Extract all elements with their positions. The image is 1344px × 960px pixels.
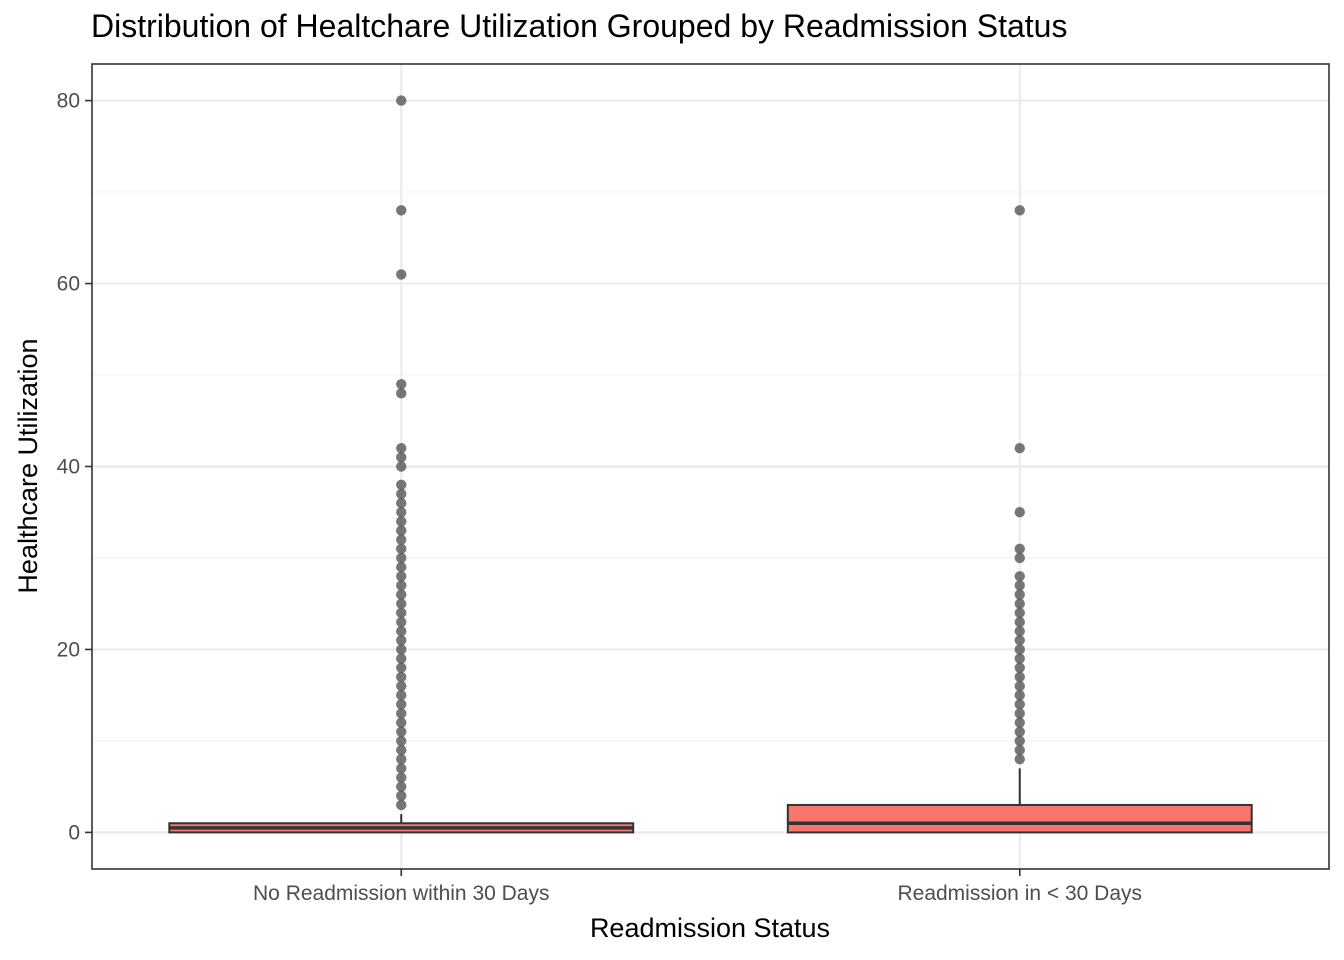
outlier-point — [396, 561, 407, 573]
grid-layer — [92, 64, 1329, 869]
y-axis-title: Healthcare Utilization — [13, 338, 43, 593]
outlier-point — [396, 571, 407, 582]
outlier-point — [396, 497, 407, 509]
y-tick-label: 40 — [57, 456, 80, 479]
outlier-point — [1014, 543, 1025, 555]
outlier-point — [396, 671, 407, 683]
outlier-point — [1014, 726, 1025, 737]
outlier-point — [396, 507, 407, 518]
x-tick-label: No Readmission within 30 Days — [253, 882, 549, 905]
outlier-point — [396, 726, 407, 737]
outlier-point — [396, 763, 407, 774]
outlier-point — [1014, 653, 1025, 664]
outlier-point — [396, 735, 407, 747]
outlier-point — [396, 488, 407, 500]
x-tick-label: Readmission in < 30 Days — [897, 882, 1142, 905]
outlier-point — [396, 95, 407, 106]
axis-layer: 0 20 40 60 80 No Readmission within 30 Days Re… — [57, 90, 1142, 905]
outlier-point — [1014, 635, 1025, 646]
outlier-point — [396, 516, 407, 527]
y-tick-label: 80 — [57, 90, 80, 113]
box-iqr — [786, 803, 1253, 834]
outlier-point — [1014, 443, 1025, 454]
outlier-point — [396, 479, 407, 490]
y-tick-label: 20 — [57, 638, 80, 661]
outlier-point — [396, 644, 407, 655]
outlier-point — [1014, 589, 1025, 600]
outlier-point — [396, 635, 407, 646]
box-layer — [168, 95, 1253, 834]
outlier-point — [396, 543, 407, 555]
outlier-point — [1014, 699, 1025, 710]
y-tick-label: 0 — [68, 821, 80, 844]
outlier-point — [396, 699, 407, 710]
outlier-point — [396, 754, 407, 765]
outlier-point — [1014, 598, 1025, 609]
outlier-point — [396, 744, 407, 756]
outlier-point — [1014, 644, 1025, 655]
outlier-point — [1014, 689, 1025, 701]
outlier-point — [1014, 625, 1025, 637]
outlier-point — [396, 708, 407, 719]
outlier-point — [1014, 507, 1025, 518]
outlier-point — [1014, 717, 1025, 728]
outlier-point — [1014, 607, 1025, 619]
outlier-point — [1014, 708, 1025, 719]
outlier-point — [1014, 552, 1025, 564]
outlier-point — [396, 269, 407, 280]
outlier-point — [396, 598, 407, 609]
outlier-point — [396, 616, 407, 628]
outlier-point — [396, 452, 407, 463]
outlier-point — [396, 552, 407, 564]
chart-title: Distribution of Healtchare Utilization G… — [91, 8, 1068, 44]
plot-panel-border — [91, 63, 1330, 870]
outlier-point — [1014, 580, 1025, 591]
outlier-point — [396, 680, 407, 692]
outlier-point — [396, 625, 407, 637]
outlier-point — [1014, 744, 1025, 756]
outlier-point — [396, 388, 407, 399]
outlier-point — [1014, 754, 1025, 765]
outlier-point — [1014, 205, 1025, 216]
outlier-point — [1014, 662, 1025, 673]
outlier-point — [396, 461, 407, 472]
outlier-point — [396, 205, 407, 216]
outlier-point — [1014, 735, 1025, 747]
x-axis-title: Readmission Status — [590, 913, 830, 943]
outlier-point — [396, 607, 407, 619]
outlier-point — [396, 378, 407, 390]
outlier-point — [396, 689, 407, 701]
outlier-point — [396, 580, 407, 591]
outlier-point — [396, 443, 407, 454]
outlier-point — [396, 589, 407, 600]
outlier-point — [396, 662, 407, 673]
y-tick-label: 60 — [57, 273, 80, 296]
outlier-point — [396, 534, 407, 545]
outlier-point — [1014, 571, 1025, 582]
outlier-point — [1014, 680, 1025, 692]
outlier-point — [396, 772, 407, 783]
outlier-point — [396, 781, 407, 792]
outlier-point — [1014, 616, 1025, 628]
outlier-point — [396, 653, 407, 664]
outlier-point — [396, 799, 407, 811]
outlier-point — [396, 525, 407, 536]
outlier-point — [1014, 671, 1025, 683]
outlier-point — [396, 717, 407, 728]
outlier-point — [396, 790, 407, 802]
